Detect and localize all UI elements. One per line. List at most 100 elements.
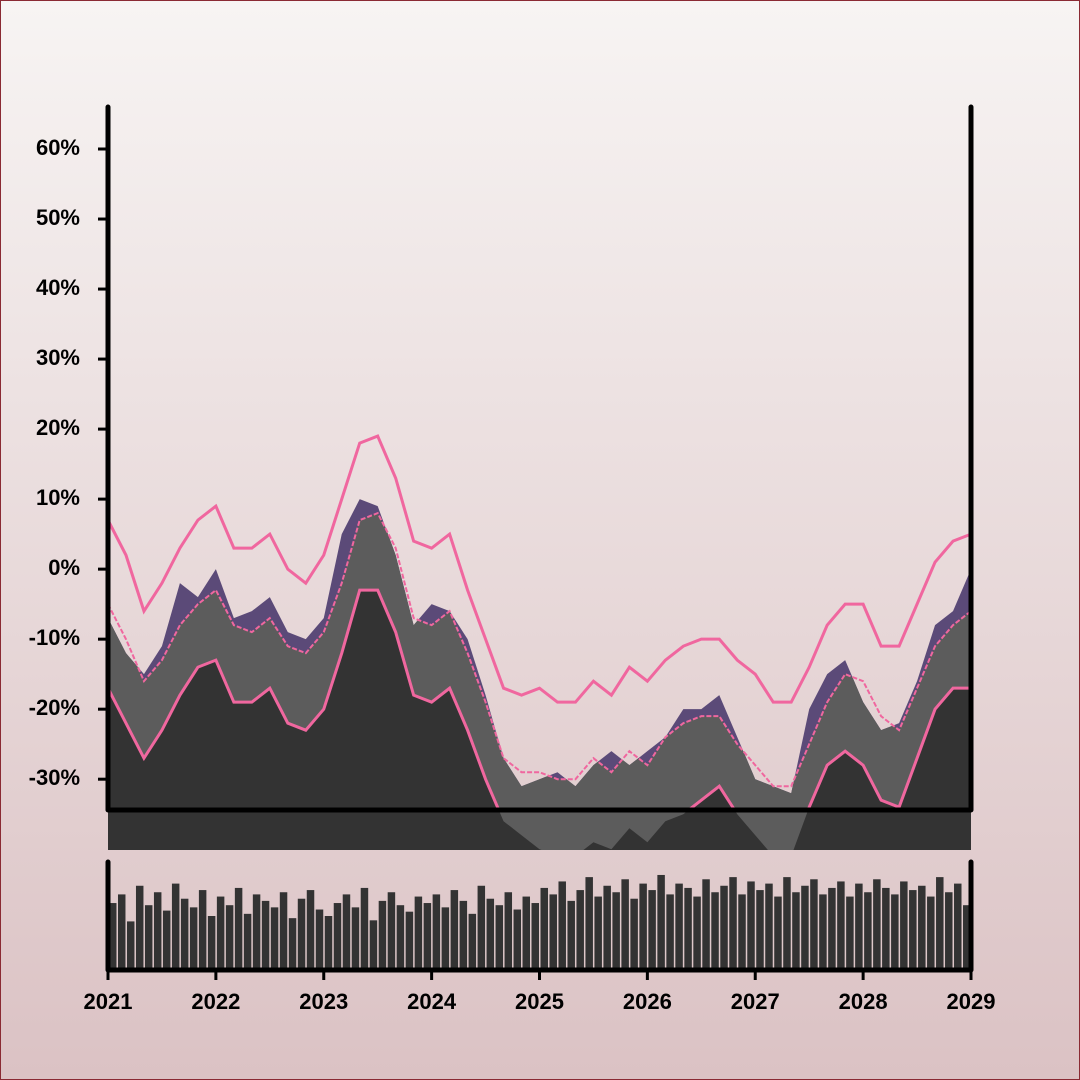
volume-bar (675, 883, 683, 970)
volume-bar (378, 900, 387, 970)
x-tick-label: 2024 (407, 989, 457, 1014)
volume-bar (306, 890, 315, 970)
volume-bar (135, 885, 144, 970)
volume-bar (198, 890, 207, 970)
volume-bar (738, 894, 746, 970)
band-lines (108, 434, 971, 810)
x-tick-label: 2021 (84, 989, 133, 1014)
y-tick-label: 10% (36, 485, 80, 510)
volume-bar (819, 894, 827, 970)
volume-bar (603, 885, 611, 970)
x-tick-label: 2023 (299, 989, 348, 1014)
y-tick-label: -20% (29, 695, 80, 720)
volume-bar (189, 907, 198, 970)
x-tick-label: 2027 (731, 989, 780, 1014)
volume-bar (558, 881, 566, 970)
volume-bar (702, 879, 710, 970)
volume-bar (873, 879, 881, 970)
volume-bar (153, 892, 162, 970)
volume-bar (594, 896, 602, 970)
volume-bar (207, 916, 216, 970)
volume-bar (387, 892, 396, 970)
volume-bar (270, 907, 279, 970)
volume-bar (234, 887, 243, 970)
volume-bar (747, 881, 755, 970)
axes: -30% -20% -10% 0% 10% 20% 30% 40% 50% 60% 2021 2022… (29, 104, 996, 1014)
volume-bar (855, 883, 863, 970)
volume-bar (216, 896, 225, 970)
volume-bar (441, 907, 450, 970)
volume-bar (909, 890, 917, 970)
volume-bar (846, 896, 854, 970)
volume-bar (360, 887, 369, 970)
y-tick-label: 40% (36, 275, 80, 300)
x-tick-label: 2026 (623, 989, 672, 1014)
volume-bar (297, 898, 306, 970)
volume-bar (414, 896, 423, 970)
x-tick-label: 2025 (515, 989, 564, 1014)
volume-bar (945, 892, 953, 970)
volume-bar (900, 881, 908, 970)
volume-bar (432, 894, 441, 970)
axis-frame (105, 104, 974, 813)
band-line (108, 588, 971, 810)
x-tick-label: 2022 (191, 989, 240, 1014)
volume-bar (954, 883, 962, 970)
volume-bar (927, 896, 935, 970)
volume-bar (396, 905, 405, 970)
band-area (108, 590, 971, 850)
volume-plot (109, 874, 971, 970)
volume-bar (639, 883, 647, 970)
volume-bar (765, 883, 773, 970)
volume-bar (144, 905, 153, 970)
volume-bar (109, 903, 117, 970)
volume-bar (180, 898, 189, 970)
volume-bar (252, 894, 261, 970)
y-tick-label: -30% (29, 765, 80, 790)
volume-bar (315, 909, 324, 970)
volume-bar (117, 894, 126, 970)
y-tick-label: 0% (48, 555, 80, 580)
volume-bar (288, 918, 297, 970)
volume-bar (531, 903, 539, 970)
volume-bar (540, 887, 548, 970)
volume-bar (351, 907, 360, 970)
volume-bar (369, 920, 378, 970)
volume-bar (459, 900, 468, 970)
y-tick-label: 30% (36, 345, 80, 370)
volume-bar (882, 887, 890, 970)
volume-bar (486, 898, 495, 970)
x-tick-label: 2029 (947, 989, 996, 1014)
volume-bar (423, 903, 432, 970)
volume-bar (513, 909, 522, 970)
volume-bar (864, 892, 872, 970)
axis-frame (105, 859, 974, 973)
volume-bar (936, 877, 944, 970)
volume-bar (612, 892, 620, 970)
volume-bar (666, 894, 674, 970)
volume-bar (279, 892, 288, 970)
volume-bar (162, 910, 171, 970)
volume-bar (522, 896, 531, 970)
volume-bar (477, 885, 486, 970)
y-tick-label: -10% (29, 625, 80, 650)
volume-bar (225, 905, 234, 970)
volume-bar (576, 890, 584, 970)
volume-bar (963, 905, 971, 970)
volume-bar (171, 883, 180, 970)
volume-bar (828, 887, 836, 970)
volume-bar (621, 879, 629, 970)
volume-bar (630, 898, 638, 970)
volume-bar (450, 890, 459, 970)
band-line (108, 434, 971, 704)
volume-bar (342, 894, 351, 970)
volume-bar (648, 890, 656, 970)
volume-bar (693, 896, 701, 970)
y-tick-label: 60% (36, 135, 80, 160)
volume-bar (756, 890, 764, 970)
volume-bar (495, 905, 504, 970)
volume-bar (324, 916, 333, 970)
band-line (108, 511, 971, 788)
volume-bar (567, 900, 575, 970)
